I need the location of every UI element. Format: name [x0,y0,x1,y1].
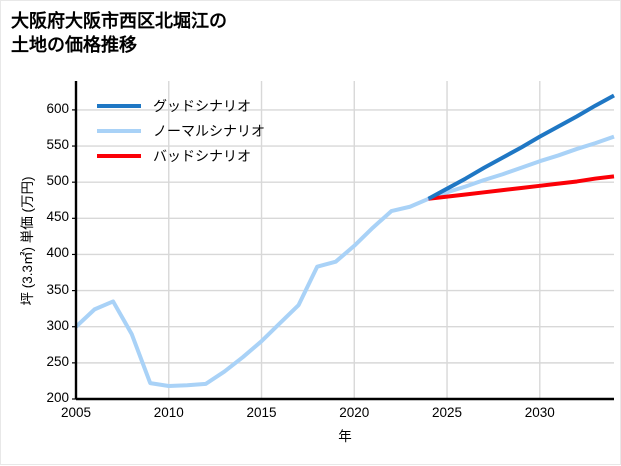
y-tick-label: 550 [46,137,69,153]
x-tick-label: 2010 [153,405,184,420]
legend-item-good[interactable]: グッドシナリオ [97,93,265,118]
y-tick-label: 500 [46,173,69,189]
chart-legend: グッドシナリオ ノーマルシナリオ バッドシナリオ [97,93,265,168]
legend-label-good: グッドシナリオ [153,97,251,114]
chart-title: 大阪府大阪市西区北堀江の 土地の価格推移 [11,11,227,56]
y-tick-label: 450 [46,209,69,225]
x-tick-label: 2020 [339,405,370,420]
y-tick-label: 400 [46,245,69,261]
x-tick-label: 2030 [524,405,555,420]
x-tick-label: 2015 [246,405,277,420]
y-tick-label: 300 [46,317,69,333]
x-axis-label: 年 [338,429,352,444]
legend-item-normal[interactable]: ノーマルシナリオ [97,118,265,143]
legend-label-normal: ノーマルシナリオ [153,122,265,139]
y-tick-label: 250 [46,353,69,369]
x-tick-label: 2025 [432,405,463,420]
legend-swatch-normal [97,128,141,133]
legend-swatch-bad [97,153,141,158]
y-axis-label: 坪 (3.3㎡) 単価 (万円) [20,176,35,306]
series-line [427,93,615,201]
axis-spines [72,81,614,401]
series-line [74,134,615,388]
x-tick-label: 2005 [60,405,92,420]
series-line [428,174,615,201]
y-tick-label: 200 [46,390,69,405]
y-tick-label: 350 [46,281,69,297]
y-tick-label: 600 [46,100,69,116]
legend-item-bad[interactable]: バッドシナリオ [97,143,265,168]
legend-swatch-good [97,103,141,108]
legend-label-bad: バッドシナリオ [153,147,251,164]
data-lines [74,93,615,388]
